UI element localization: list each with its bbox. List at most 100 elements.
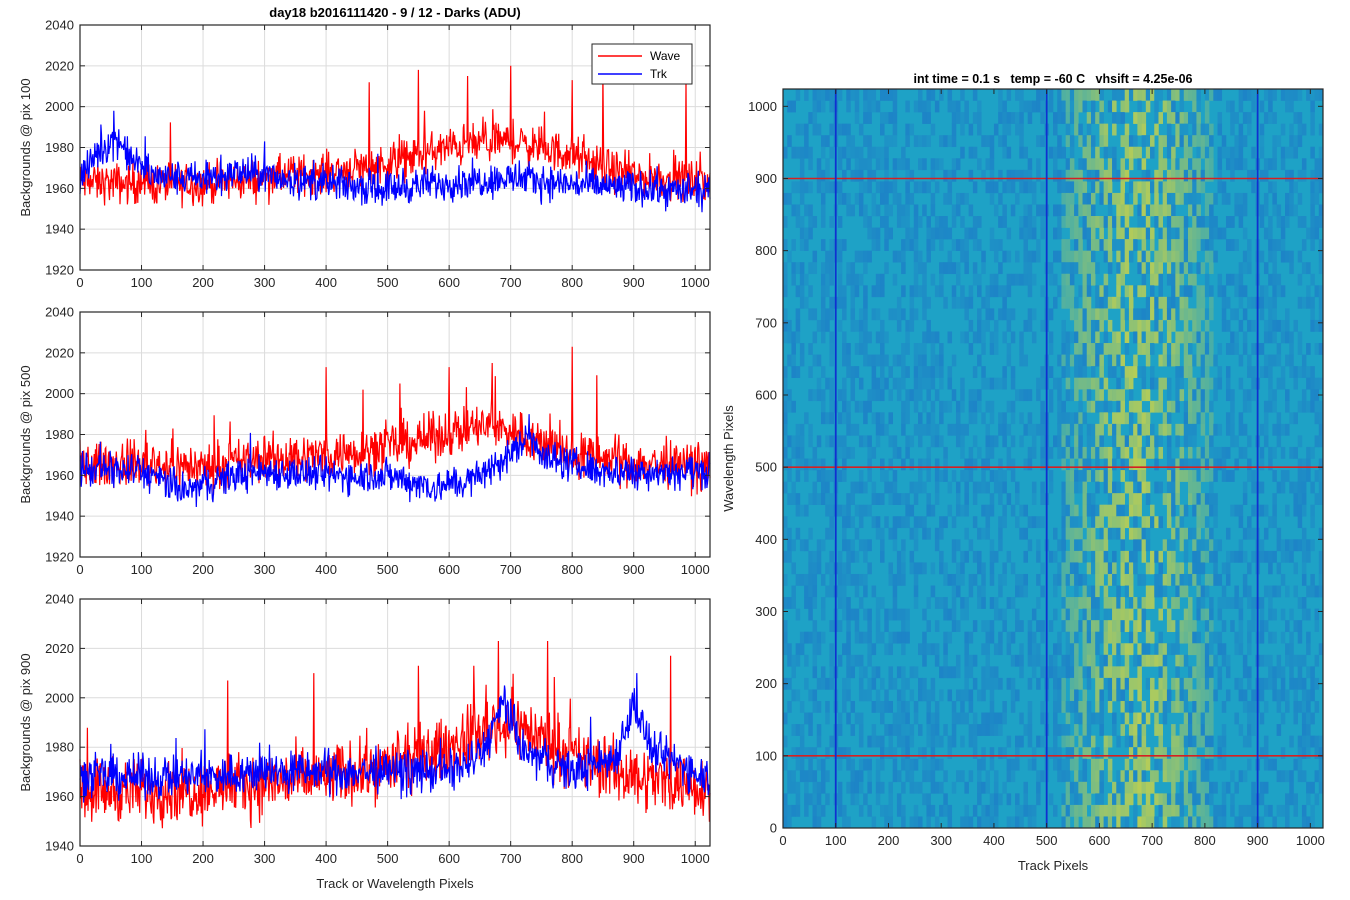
heatmap-cell (1078, 804, 1083, 817)
heatmap-cell (1031, 654, 1037, 667)
heatmap-cell (888, 389, 893, 402)
heatmap-cell (1027, 700, 1033, 713)
heatmap-cell (863, 354, 868, 367)
heatmap-cell (1040, 446, 1045, 459)
heatmap-cell (1065, 192, 1071, 205)
heatmap-cell (1204, 146, 1210, 159)
heatmap-cell (888, 435, 893, 448)
heatmap-cell (1310, 100, 1315, 113)
heatmap-cell (837, 181, 843, 194)
heatmap-cell (804, 135, 809, 148)
x-tick-label: 900 (623, 275, 645, 290)
heatmap-cell (993, 781, 999, 794)
heatmap-cell (1289, 366, 1294, 378)
heatmap-cell (1209, 192, 1214, 205)
heatmap-cell (1314, 608, 1320, 621)
heatmap-cell (901, 458, 906, 471)
heatmap-cell (1238, 504, 1244, 517)
heatmap-cell (837, 389, 843, 402)
heatmap-cell (1301, 724, 1307, 736)
heatmap-cell (1230, 112, 1235, 124)
heatmap-cell (968, 296, 974, 309)
heatmap-cell (1158, 216, 1163, 228)
heatmap-cell (926, 112, 931, 124)
heatmap-cell (1221, 597, 1227, 609)
heatmap-cell (1078, 470, 1083, 482)
heatmap-cell (913, 204, 919, 217)
heatmap-cell (909, 285, 915, 298)
heatmap-cell (1230, 239, 1235, 251)
heatmap-cell (1247, 643, 1252, 656)
heatmap-cell (1200, 493, 1206, 505)
y-tick-label: 1940 (45, 509, 74, 524)
heatmap-cell (1082, 781, 1088, 794)
heatmap-cell (1276, 654, 1282, 667)
heatmap-cell (1285, 470, 1290, 482)
heatmap-cell (880, 181, 885, 194)
heatmap-cell (964, 527, 969, 540)
heatmap-cell (1200, 597, 1206, 609)
heatmap-cell (1133, 481, 1138, 494)
heatmap-cell (787, 331, 792, 344)
heatmap-cell (1158, 804, 1163, 817)
heatmap-cell (1188, 677, 1193, 690)
heatmap-cell (1095, 146, 1100, 159)
heatmap-cell (1204, 573, 1210, 586)
heatmap-cell (1065, 423, 1071, 436)
heatmap-cell (1099, 816, 1104, 829)
heatmap-cell (787, 597, 792, 609)
heatmap-cell (1061, 516, 1066, 529)
heatmap-cell (1141, 458, 1147, 471)
heatmap-cell (972, 747, 978, 760)
heatmap-cell (858, 123, 864, 136)
heatmap-cell (901, 204, 906, 217)
heatmap-cell (1166, 146, 1172, 159)
heatmap-cell (867, 781, 872, 794)
heatmap-cell (829, 354, 834, 367)
heatmap-cell (812, 562, 818, 575)
heatmap-cell (858, 654, 864, 667)
heatmap-cell (1090, 204, 1096, 217)
heatmap-cell (1074, 89, 1079, 101)
heatmap-cell (1141, 735, 1147, 748)
heatmap-cell (918, 458, 923, 471)
heatmap-cell (829, 562, 834, 575)
heatmap-cell (1318, 573, 1324, 586)
heatmap-cell (1065, 481, 1071, 494)
heatmap-cell (1082, 493, 1088, 505)
heatmap-cell (1221, 804, 1227, 817)
heatmap-cell (1057, 354, 1062, 367)
heatmap-cell (1137, 181, 1142, 194)
heatmap-cell (854, 250, 860, 263)
heatmap-cell (1272, 135, 1277, 148)
heatmap-cell (1196, 354, 1201, 367)
heatmap-cell (913, 562, 919, 575)
heatmap-cell (1310, 273, 1315, 286)
x-tick-label: 900 (623, 851, 645, 866)
heatmap-cell (1217, 573, 1223, 586)
heatmap-cell (1196, 608, 1201, 621)
heatmap-cell (846, 677, 851, 690)
heatmap-cell (863, 100, 868, 113)
heatmap-cell (955, 192, 961, 205)
heatmap-cell (1209, 724, 1214, 736)
heatmap-cell (858, 804, 864, 817)
heatmap-cell (1166, 804, 1172, 817)
heatmap-cell (787, 539, 792, 552)
heatmap-cell (1263, 620, 1269, 633)
heatmap-cell (968, 666, 974, 679)
heatmap-cell (905, 216, 910, 228)
heatmap-cell (1234, 597, 1239, 609)
heatmap-cell (1280, 250, 1286, 263)
heatmap-cell (1225, 296, 1231, 309)
heatmap-cell (1251, 550, 1256, 563)
heatmap-cell (964, 331, 969, 344)
heatmap-cell (829, 89, 834, 101)
heatmap-cell (1259, 123, 1265, 136)
heatmap-cell (837, 89, 843, 101)
heatmap-cell (1196, 677, 1201, 690)
heatmap-cell (1078, 239, 1083, 251)
heatmap-cell (943, 446, 948, 459)
heatmap-cell (1158, 204, 1163, 217)
heatmap-cell (1086, 793, 1092, 806)
